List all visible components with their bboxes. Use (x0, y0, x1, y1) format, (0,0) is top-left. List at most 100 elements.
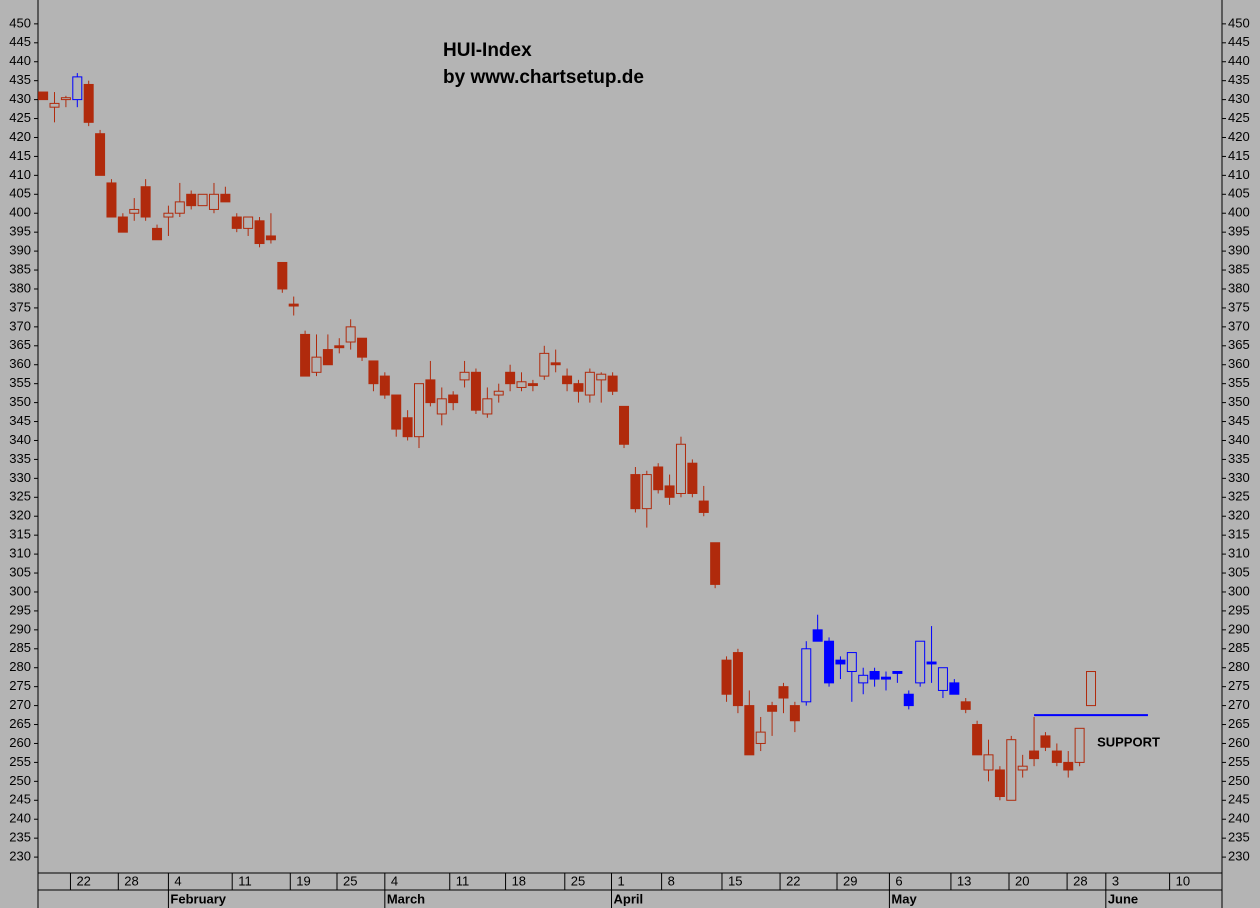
candle-body (937, 667, 948, 691)
candle-body (527, 383, 538, 387)
y-tick-label: 270 (9, 697, 31, 712)
candle-body (994, 769, 1005, 797)
x-tick-label: 3 (1112, 873, 1119, 888)
candle-body (208, 193, 219, 210)
y-tick-label: 295 (9, 602, 31, 617)
x-tick-label: 11 (238, 873, 252, 888)
candle-body (1006, 739, 1017, 801)
candle-body (163, 212, 174, 218)
candle-body (311, 356, 322, 373)
y2-tick-label: 410 (1228, 167, 1250, 182)
x-tick-label: 6 (895, 873, 902, 888)
candle-body (675, 443, 686, 495)
candle-body (174, 201, 185, 214)
y2-tick-label: 445 (1228, 34, 1250, 49)
candle-body (801, 648, 812, 703)
y2-tick-label: 395 (1228, 224, 1250, 239)
x-tick-label: 20 (1015, 873, 1029, 888)
x-tick-label: 25 (343, 873, 357, 888)
candle-body (573, 383, 584, 392)
y2-tick-label: 310 (1228, 546, 1250, 561)
candle-body (596, 373, 607, 381)
x-tick-label: 25 (571, 873, 585, 888)
candle-body (972, 724, 983, 756)
candle-body (60, 97, 71, 101)
candle-body (288, 303, 299, 307)
candle-body (322, 349, 333, 366)
candle-body (231, 216, 242, 229)
y-tick-label: 310 (9, 546, 31, 561)
candle-body (106, 182, 117, 218)
candle-body (869, 671, 880, 680)
y2-tick-label: 345 (1228, 413, 1250, 428)
y-tick-label: 340 (9, 432, 31, 447)
y2-tick-label: 360 (1228, 356, 1250, 371)
y-tick-label: 320 (9, 508, 31, 523)
candle-body (83, 83, 94, 123)
y-tick-label: 325 (9, 489, 31, 504)
month-label: April (613, 891, 643, 906)
x-tick-label: 22 (786, 873, 800, 888)
y-tick-label: 240 (9, 811, 31, 826)
candle-body (413, 383, 424, 438)
y-tick-label: 365 (9, 337, 31, 352)
y-tick-label: 305 (9, 564, 31, 579)
chart-title: HUI-Index (443, 40, 532, 61)
x-tick-label: 1 (617, 873, 624, 888)
candle-body (243, 216, 254, 229)
candle-body (482, 398, 493, 415)
candle-body (630, 474, 641, 510)
y2-tick-label: 320 (1228, 508, 1250, 523)
y2-tick-label: 340 (1228, 432, 1250, 447)
candle-body (186, 193, 197, 207)
y-tick-label: 260 (9, 735, 31, 750)
candle-body (550, 362, 561, 366)
candle-body (1040, 735, 1051, 748)
x-tick-label: 11 (456, 873, 470, 888)
month-label: June (1108, 891, 1138, 906)
candle-body (1086, 671, 1097, 707)
candle-body (357, 337, 368, 358)
y-tick-label: 450 (9, 15, 31, 30)
candle-body (710, 542, 721, 585)
candle-body (903, 693, 914, 707)
candle-body (368, 360, 379, 385)
x-tick-label: 4 (174, 873, 181, 888)
x-tick-label: 15 (728, 873, 742, 888)
candle-body (345, 326, 356, 343)
candle-body (687, 462, 698, 495)
y2-tick-label: 380 (1228, 280, 1250, 295)
y-tick-label: 255 (9, 754, 31, 769)
y2-tick-label: 265 (1228, 716, 1250, 731)
x-tick-label: 29 (843, 873, 857, 888)
y2-tick-label: 415 (1228, 148, 1250, 163)
month-label: February (170, 891, 226, 906)
candle-body (448, 394, 459, 404)
month-label: May (891, 891, 917, 906)
candle-body (1051, 750, 1062, 763)
y2-tick-label: 235 (1228, 830, 1250, 845)
y-tick-label: 375 (9, 299, 31, 314)
candle-body (470, 371, 481, 411)
y-tick-label: 415 (9, 148, 31, 163)
y2-tick-label: 335 (1228, 451, 1250, 466)
y2-tick-label: 240 (1228, 811, 1250, 826)
y2-tick-label: 405 (1228, 186, 1250, 201)
candle-body (744, 705, 755, 756)
y-tick-label: 315 (9, 527, 31, 542)
y-tick-label: 445 (9, 34, 31, 49)
candle-body (38, 91, 49, 101)
y2-tick-label: 255 (1228, 754, 1250, 769)
y-tick-label: 400 (9, 205, 31, 220)
y2-tick-label: 245 (1228, 792, 1250, 807)
candle-body (379, 375, 390, 396)
candle-body (653, 466, 664, 491)
y-tick-label: 395 (9, 224, 31, 239)
candle-body (117, 216, 128, 233)
candle-body (49, 102, 60, 108)
y-tick-label: 285 (9, 640, 31, 655)
candle-body (1017, 765, 1028, 771)
candle-body (436, 398, 447, 415)
